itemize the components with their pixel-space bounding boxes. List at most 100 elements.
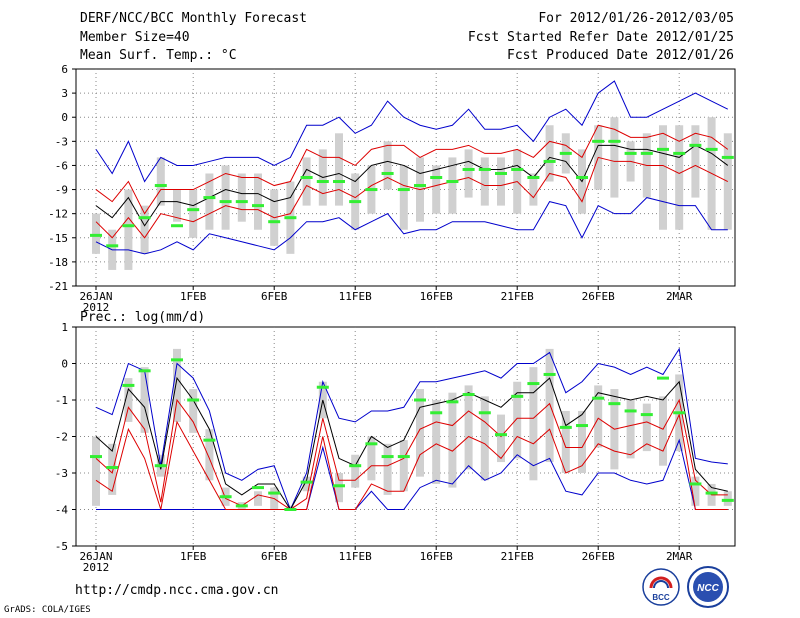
temp-median-marker [559,151,572,155]
prec-box [124,378,133,422]
temp-xtick-label: 1FEB [180,290,207,303]
temp-median-marker [138,216,151,220]
temp-box [156,157,165,206]
temp-median-marker [414,184,426,188]
temp-median-marker [203,196,216,200]
prec-median-marker [187,398,200,402]
prec-xtick-label: 6FEB [261,550,288,563]
temp-ytick-label: -3 [55,135,68,148]
ncc-logo: NCC [685,566,731,608]
temp-xtick-label: 11FEB [339,290,372,303]
temp-median-marker [106,244,119,248]
prec-median-marker [446,400,459,404]
prec-line-sd_upper [95,376,728,511]
temp-ytick-label: -12 [48,208,68,221]
prec-xtick-label: 2MAR [666,550,693,563]
prec-box [173,348,181,422]
temp-median-marker [90,233,102,237]
chart-title: DERF/NCC/BCC Monthly Forecast [80,11,307,26]
temp-median-marker [252,204,264,208]
temp-median-marker [235,200,248,204]
temp-median-marker [592,139,605,143]
temp-median-marker [543,159,556,163]
temp-box [529,173,538,206]
temp-median-marker [365,188,378,192]
temp-median-marker [268,220,281,224]
temp-xtick-label: 2MAR [666,290,693,303]
temp-panel: 6 3 0 -3 -6 -9 -12 -15 -18 -21 26JAN 1FEB 6FEB 11FEB 1… [48,63,736,314]
prec-box [626,400,635,459]
prec-median-marker [511,394,524,398]
prec-box [92,436,100,506]
prec-line-sd_mid [95,398,728,511]
prec-ytick-label: -4 [55,504,69,517]
temp-median-marker [316,180,329,184]
prec-box [691,476,700,506]
temp-box [335,133,343,206]
grads-credit: GrADS: COLA/IGES [4,605,91,615]
temp-xtick-label: 6FEB [261,290,288,303]
prec-box [108,443,117,495]
temp-median-marker [608,139,621,143]
temp-box [302,157,311,206]
prec-box [659,396,667,466]
prec-median-marker [300,480,313,484]
member-size: Member Size=40 [80,30,190,45]
temp-xtick-label: 21FEB [501,290,534,303]
temp-median-marker [689,143,702,147]
temp-line-min [95,197,728,255]
temp-ytick-label: -15 [48,232,68,245]
temp-median-marker [640,151,653,155]
prec-line-min [96,438,728,510]
prec-box [416,389,424,477]
prec-median-marker [414,398,426,402]
prec-median-marker [122,383,135,387]
prec-xtick-label: 21FEB [501,550,534,563]
prec-median-marker [138,369,151,373]
prec-median-marker [316,385,329,389]
temp-box [399,165,408,230]
temp-ytick-label: -6 [55,159,68,172]
temp-median-marker [349,200,362,204]
prec-median-marker [219,495,232,499]
prec-box [335,473,343,503]
prec-median-marker [268,491,281,495]
temp-ytick-label: -21 [48,280,68,293]
temp-year-label: 2012 [83,301,110,314]
prec-box [383,443,392,495]
prec-median-marker [543,372,556,376]
temp-median-marker [284,216,297,220]
prec-box [448,392,457,488]
temp-ytick-label: 0 [61,111,68,124]
prec-line-max [95,347,728,511]
prec-median-marker [154,464,167,468]
prec-median-marker [462,393,475,397]
temp-median-marker [721,155,734,159]
temp-median-marker [705,147,718,151]
temp-median-marker [397,188,410,192]
prec-box [561,410,570,473]
prec-box [367,436,376,481]
prec-year-label: 2012 [83,561,110,574]
temp-ytick-label: -18 [48,256,68,269]
prec-ytick-label: -5 [55,540,68,553]
temp-box [221,165,230,230]
prec-median-marker [203,438,216,442]
prec-median-marker [284,508,297,511]
temp-box [383,141,392,190]
temp-median-marker [430,176,443,179]
prec-ytick-label: -2 [55,431,68,444]
temp-line-sd_upper [95,124,729,215]
prec-median-marker [252,486,264,490]
prec-box [189,389,198,433]
prec-median-marker [381,455,394,459]
prec-box [432,400,441,484]
prec-xtick-label: 16FEB [420,550,453,563]
footer-url[interactable]: http://cmdp.ncc.cma.gov.cn [75,583,279,598]
prec-box [594,385,603,448]
prec-box [351,454,360,488]
prec-panel: 1 0 -1 -2 -3 -4 -5 26JAN 1FEB 6FEB 11FEB 16FEB 21FEB… [55,321,736,574]
temp-median-marker [300,176,313,179]
temp-box [432,165,441,214]
temp-box [124,189,133,270]
